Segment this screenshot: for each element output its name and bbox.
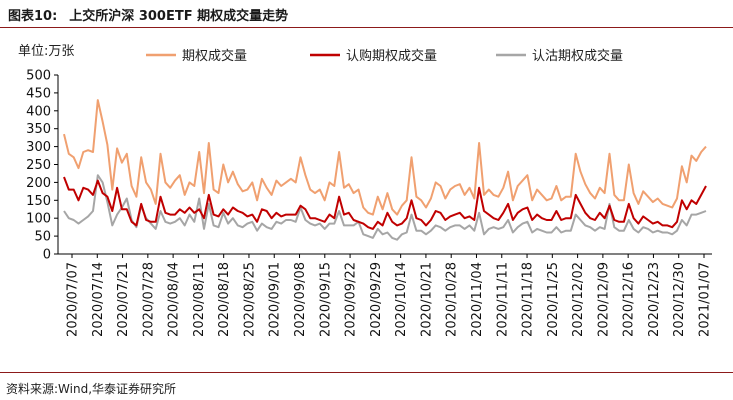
x-tick-label: 2020/07/07 xyxy=(66,262,81,337)
x-tick-label: 2020/07/21 xyxy=(116,262,131,337)
y-tick-label: 350 xyxy=(26,122,51,137)
x-tick-label: 2020/09/08 xyxy=(293,262,308,337)
x-tick-label: 2020/09/01 xyxy=(268,262,283,337)
x-tick-label: 2021/01/07 xyxy=(698,262,713,337)
x-tick-label: 2020/12/30 xyxy=(672,262,687,337)
x-tick-label: 2020/08/25 xyxy=(242,262,257,337)
x-tick-label: 2020/09/15 xyxy=(318,262,333,337)
x-tick-label: 2020/07/14 xyxy=(91,262,106,337)
x-tick-label: 2020/12/09 xyxy=(596,262,611,337)
figure-number: 图表10: xyxy=(8,9,58,24)
x-tick-label: 2020/11/18 xyxy=(521,262,536,337)
x-tick-label: 2020/12/02 xyxy=(571,262,586,337)
x-tick-label: 2020/09/22 xyxy=(344,262,359,337)
x-tick-label: 2020/10/14 xyxy=(394,262,409,337)
y-tick-label: 450 xyxy=(26,86,51,101)
title-divider xyxy=(0,27,733,28)
x-tick-label: 2020/11/04 xyxy=(470,262,485,337)
y-tick-label: 300 xyxy=(26,140,51,155)
figure-title-text: 上交所沪深 300ETF 期权成交量走势 xyxy=(69,9,289,24)
x-tick-label: 2020/08/04 xyxy=(167,262,182,337)
y-tick-label: 0 xyxy=(43,248,51,263)
volume-line-chart: 0 50 100 150 200 250 300 350 400 450 500 2020/07/07… xyxy=(26,48,713,337)
x-tick-label: 2020/08/18 xyxy=(217,262,232,337)
y-tick-label: 200 xyxy=(26,176,51,191)
legend-label: 认购期权成交量 xyxy=(346,48,437,64)
x-tick-label: 2020/12/23 xyxy=(647,262,662,337)
legend-label: 期权成交量 xyxy=(182,48,247,64)
x-tick-label: 2020/12/16 xyxy=(622,262,637,337)
series-line xyxy=(63,176,707,230)
y-tick-label: 100 xyxy=(26,212,51,227)
y-tick-label: 50 xyxy=(34,230,51,245)
y-tick-label: 400 xyxy=(26,104,51,119)
y-tick-label: 250 xyxy=(26,158,51,173)
y-tick-label: 150 xyxy=(26,194,51,209)
x-tick-label: 2020/10/21 xyxy=(419,262,434,337)
source-label: 资料来源:Wind,华泰证券研究所 xyxy=(6,382,177,396)
series-line xyxy=(63,174,707,241)
x-tick-label: 2020/10/28 xyxy=(445,262,460,337)
legend-label: 认沽期权成交量 xyxy=(532,48,623,64)
figure-title: 图表10: 上交所沪深 300ETF 期权成交量走势 xyxy=(8,5,288,24)
x-tick-label: 2020/09/29 xyxy=(369,262,384,337)
x-tick-label: 2020/11/25 xyxy=(546,262,561,337)
x-tick-label: 2020/07/28 xyxy=(141,262,156,337)
y-tick-label: 500 xyxy=(26,69,51,84)
unit-label: 单位:万张 xyxy=(18,44,75,59)
series-line xyxy=(63,99,707,216)
x-tick-label: 2020/11/11 xyxy=(495,262,510,337)
source-divider xyxy=(0,372,733,373)
x-tick-label: 2020/08/11 xyxy=(192,262,207,337)
